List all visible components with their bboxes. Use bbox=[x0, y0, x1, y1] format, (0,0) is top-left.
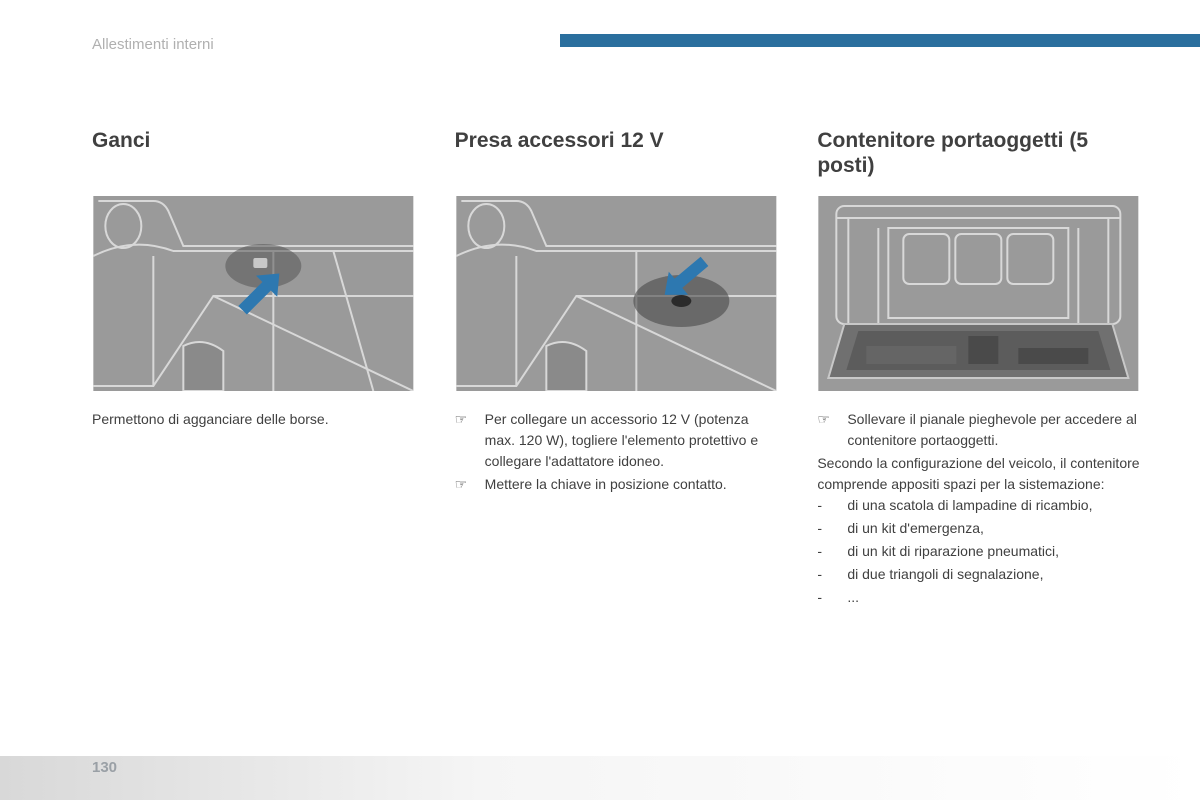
dash-icon: - bbox=[817, 495, 833, 516]
dash-item: - di un kit di riparazione pneumatici, bbox=[817, 541, 1140, 562]
bullet-item: ☞ Sollevare il pianale pieghevole per ac… bbox=[817, 409, 1140, 451]
hand-icon: ☞ bbox=[817, 409, 833, 451]
section-header: Allestimenti interni bbox=[92, 36, 214, 53]
dash-item: - ... bbox=[817, 587, 1140, 608]
hand-icon: ☞ bbox=[455, 409, 471, 472]
illustration-12v-socket bbox=[455, 196, 778, 391]
dash-text: di un kit d'emergenza, bbox=[847, 518, 984, 539]
dash-text: di una scatola di lampadine di ricambio, bbox=[847, 495, 1092, 516]
bullet-text: Mettere la chiave in posizione contatto. bbox=[485, 474, 727, 495]
bullet-text: Sollevare il pianale pieghevole per acce… bbox=[847, 409, 1140, 451]
col2-bullets: ☞ Per collegare un accessorio 12 V (pote… bbox=[455, 409, 778, 495]
col1-caption: Permettono di agganciare delle borse. bbox=[92, 409, 415, 430]
bullet-item: ☞ Per collegare un accessorio 12 V (pote… bbox=[455, 409, 778, 472]
bullet-text: Per collegare un accessorio 12 V (potenz… bbox=[485, 409, 778, 472]
page-number: 130 bbox=[92, 759, 117, 776]
dash-icon: - bbox=[817, 564, 833, 585]
bullet-item: ☞ Mettere la chiave in posizione contatt… bbox=[455, 474, 778, 495]
col1-title: Ganci bbox=[92, 128, 415, 184]
dash-text: ... bbox=[847, 587, 859, 608]
dash-text: di un kit di riparazione pneumatici, bbox=[847, 541, 1059, 562]
dash-item: - di un kit d'emergenza, bbox=[817, 518, 1140, 539]
col2-title: Presa accessori 12 V bbox=[455, 128, 778, 184]
column-ganci: Ganci Permettono di agganc bbox=[92, 128, 415, 610]
col3-text: ☞ Sollevare il pianale pieghevole per ac… bbox=[817, 409, 1140, 608]
column-portaoggetti: Contenitore portaoggetti (5 posti) bbox=[817, 128, 1140, 610]
dash-item: - di una scatola di lampadine di ricambi… bbox=[817, 495, 1140, 516]
illustration-hooks bbox=[92, 196, 415, 391]
col3-title: Contenitore portaoggetti (5 posti) bbox=[817, 128, 1140, 184]
hand-icon: ☞ bbox=[455, 474, 471, 495]
dash-icon: - bbox=[817, 587, 833, 608]
dash-text: di due triangoli di segnalazione, bbox=[847, 564, 1043, 585]
illustration-storage-bin bbox=[817, 196, 1140, 391]
content-columns: Ganci Permettono di agganc bbox=[92, 128, 1140, 610]
dash-icon: - bbox=[817, 541, 833, 562]
footer-gradient bbox=[0, 756, 1200, 800]
column-presa-12v: Presa accessori 12 V ☞ bbox=[455, 128, 778, 610]
dash-item: - di due triangoli di segnalazione, bbox=[817, 564, 1140, 585]
col3-paragraph: Secondo la configurazione del veicolo, i… bbox=[817, 453, 1140, 495]
dash-icon: - bbox=[817, 518, 833, 539]
header-accent-bar bbox=[560, 34, 1200, 47]
